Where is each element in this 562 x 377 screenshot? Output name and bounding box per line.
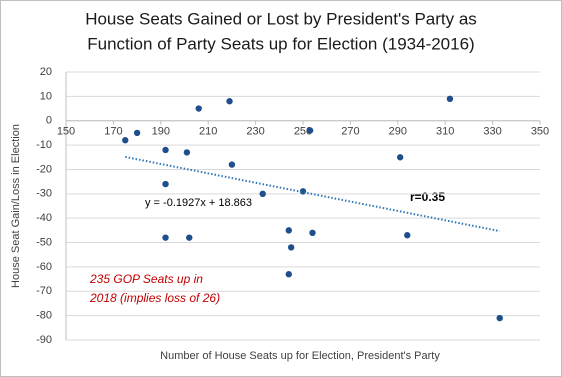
x-tick-label: 170 [104, 126, 122, 138]
point [285, 271, 292, 278]
y-tick-label: 0 [46, 115, 52, 127]
point [396, 154, 404, 161]
y-tick-label: -10 [36, 139, 52, 151]
y-tick-label: -50 [36, 236, 52, 248]
trendline [125, 155, 500, 233]
point [195, 105, 202, 112]
x-tick-label: 150 [57, 126, 75, 138]
x-tick-label: 270 [341, 126, 359, 138]
y-tick-label: -60 [36, 261, 52, 273]
x-tick-label: 330 [483, 126, 501, 138]
point [285, 227, 292, 234]
y-tick-label: -80 [36, 310, 52, 322]
point [186, 234, 193, 241]
note: 2018 (implies loss of 26) [89, 291, 220, 305]
x-tick-label: 290 [389, 126, 407, 138]
y-axis-title: House Seat Gain/Loss in Election [10, 124, 22, 288]
point [183, 149, 191, 156]
point [496, 314, 503, 322]
note: 235 GOP Seats up in [89, 272, 203, 286]
point [259, 190, 266, 198]
y-tick-label: -20 [36, 163, 52, 175]
point [228, 161, 236, 168]
point [404, 232, 411, 239]
point [133, 129, 141, 137]
x-tick-label: 190 [152, 126, 170, 138]
r-annotation: r=0.35 [410, 190, 445, 204]
x-tick-label: 350 [531, 126, 549, 138]
trendline-label: y = -0.1927x + 18.863 [145, 197, 252, 209]
point [306, 127, 314, 134]
point [287, 244, 295, 251]
point [226, 98, 233, 105]
y-tick-label: -90 [36, 334, 52, 346]
chart-title: Function of Party Seats up for Election … [87, 34, 474, 53]
point [162, 180, 169, 188]
point [162, 146, 169, 154]
y-tick-label: -30 [36, 188, 52, 200]
x-tick-label: 210 [199, 126, 217, 138]
point [162, 234, 169, 241]
point [309, 229, 316, 236]
x-tick-label: 310 [436, 126, 454, 138]
y-tick-label: 20 [40, 66, 52, 78]
y-tick-label: -70 [36, 285, 52, 297]
x-tick-label: 230 [246, 126, 264, 138]
y-tick-label: 10 [40, 90, 52, 102]
chart-title: House Seats Gained or Lost by President'… [85, 9, 477, 28]
point [122, 137, 129, 144]
point [446, 95, 454, 103]
x-axis-title: Number of House Seats up for Election, P… [160, 350, 440, 362]
y-tick-label: -40 [36, 212, 52, 224]
